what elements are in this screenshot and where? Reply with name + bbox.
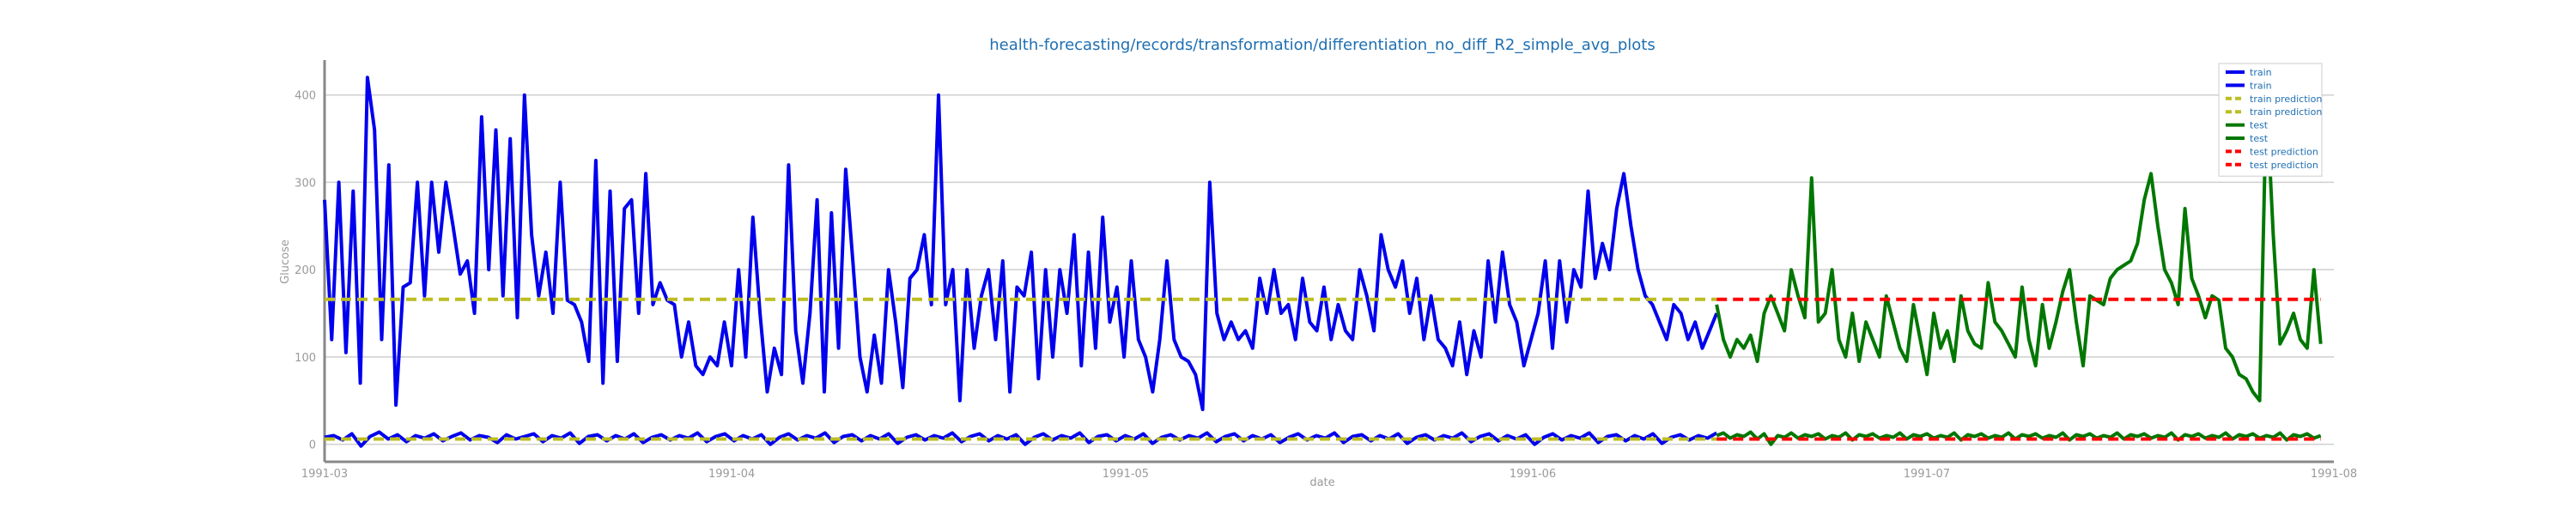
legend-box xyxy=(2218,63,2323,177)
y-axis-label: Glucose xyxy=(279,239,292,284)
y-tick-label: 0 xyxy=(309,439,316,452)
x-tick-label: 1991-05 xyxy=(1103,468,1149,481)
legend-label: train xyxy=(2250,67,2272,78)
x-tick-label: 1991-06 xyxy=(1510,468,1556,481)
axes xyxy=(323,60,2334,464)
series-line-train-0 xyxy=(323,76,1719,411)
series-line-train-1 xyxy=(324,430,1718,448)
legend-label: train xyxy=(2250,80,2272,91)
legend-label: test xyxy=(2250,120,2269,131)
legend-label: test xyxy=(2250,133,2269,144)
legend-label: test prediction xyxy=(2250,160,2318,171)
x-tick-label: 1991-07 xyxy=(1904,468,1950,481)
legend-label: train prediction xyxy=(2250,106,2322,118)
legend-label: train prediction xyxy=(2250,94,2322,105)
x-tick-label: 1991-08 xyxy=(2311,468,2357,481)
grid xyxy=(325,94,2334,445)
series-line-test-5 xyxy=(1716,430,2322,446)
legend-label: test prediction xyxy=(2250,146,2318,157)
x-ticks: 1991-03 1991-04 1991-05 1991-06 1991-07 1991-… xyxy=(301,468,2357,481)
chart-title: health-forecasting/records/transformatio… xyxy=(989,36,1656,54)
y-tick-label: 300 xyxy=(295,177,316,190)
x-tick-label: 1991-03 xyxy=(301,468,348,481)
y-tick-label: 200 xyxy=(295,264,316,277)
y-tick-label: 100 xyxy=(295,352,316,365)
x-tick-label: 1991-04 xyxy=(708,468,755,481)
series-layer xyxy=(323,76,2323,448)
y-tick-label: 400 xyxy=(295,90,316,103)
y-ticks: 0 100 200 300 400 xyxy=(295,90,316,452)
x-axis-label: date xyxy=(1309,476,1334,489)
